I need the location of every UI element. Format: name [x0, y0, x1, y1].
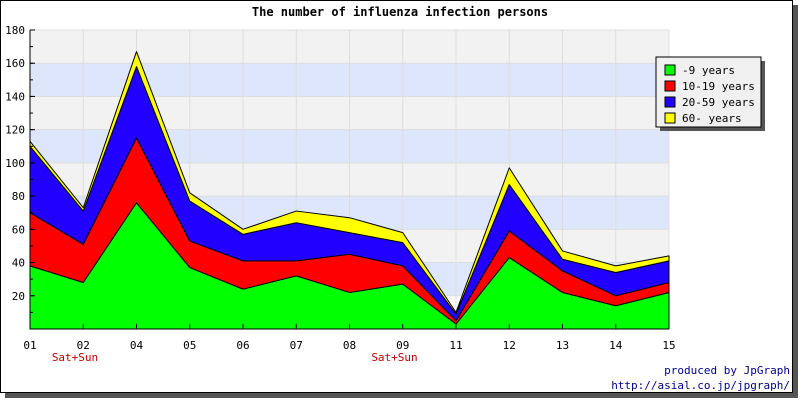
legend-swatch — [664, 112, 676, 124]
x-tick-sublabel: Sat+Sun — [371, 351, 417, 364]
x-tick-label: 02 — [77, 339, 90, 352]
x-tick-label: 15 — [662, 339, 675, 352]
credit-url[interactable]: http://asial.co.jp/jpgraph/ — [611, 379, 790, 392]
axes — [29, 29, 670, 330]
legend: -9 years 10-19 years 20-59 years 60- years — [655, 56, 765, 131]
chart-title: The number of influenza infection person… — [252, 5, 548, 19]
y-tick-label: 140 — [5, 90, 25, 103]
legend-swatch — [664, 64, 676, 76]
x-tick-label: 05 — [183, 339, 196, 352]
x-tick-sublabel: Sat+Sun — [52, 351, 98, 364]
x-tick-label: 07 — [290, 339, 303, 352]
y-tick-label: 60 — [12, 223, 25, 236]
y-tick-label: 80 — [12, 190, 25, 203]
legend-label: 20-59 years — [682, 96, 755, 109]
y-tick-labels: 20 40 60 80 100 120 140 160 180 — [5, 24, 25, 303]
y-tick-label: 20 — [12, 290, 25, 303]
legend-swatch — [664, 80, 676, 92]
x-tick-label: 12 — [503, 339, 516, 352]
y-tick-label: 180 — [5, 24, 25, 37]
legend-label: 60- years — [682, 112, 742, 125]
legend-swatch — [664, 96, 676, 108]
y-tick-label: 160 — [5, 57, 25, 70]
x-tick-label: 01 — [23, 339, 36, 352]
x-tick-label: 06 — [236, 339, 249, 352]
legend-label: 10-19 years — [682, 80, 755, 93]
x-tick-label: 13 — [556, 339, 569, 352]
credit-produced-by: produced by JpGraph — [664, 364, 790, 377]
x-tick-label: 14 — [609, 339, 623, 352]
y-tick-label: 100 — [5, 157, 25, 170]
y-tick-label: 120 — [5, 124, 25, 137]
x-tick-label: 08 — [343, 339, 356, 352]
series-area-60-years — [29, 51, 670, 315]
x-tick-label: 04 — [130, 339, 144, 352]
series-areas — [29, 51, 670, 330]
y-tick-label: 40 — [12, 257, 25, 270]
x-tick-label: 09 — [396, 339, 409, 352]
legend-label: -9 years — [682, 64, 735, 77]
x-tick-label: 11 — [449, 339, 462, 352]
